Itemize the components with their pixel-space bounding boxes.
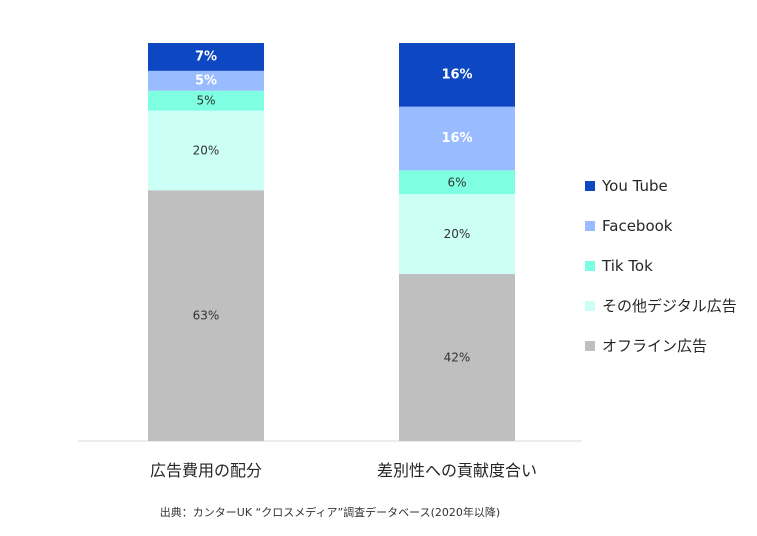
x-tick-label: 広告費用の配分 xyxy=(150,461,262,480)
legend-label: Tik Tok xyxy=(601,257,653,275)
data-label: 20% xyxy=(444,227,471,241)
data-label: 16% xyxy=(441,131,472,146)
bar-segment xyxy=(148,70,264,91)
data-label: 5% xyxy=(196,94,215,108)
legend-label: その他デジタル広告 xyxy=(602,297,737,315)
x-tick-label: 差別性への貢献度合い xyxy=(377,461,537,480)
legend-label: You Tube xyxy=(601,177,668,195)
data-label: 63% xyxy=(193,309,220,323)
bar-segment xyxy=(148,110,264,191)
bar-segment xyxy=(399,273,515,441)
legend-label: オフライン広告 xyxy=(602,337,707,355)
legend-swatch xyxy=(585,181,595,191)
data-label: 42% xyxy=(444,350,471,364)
legend-swatch xyxy=(585,341,595,351)
source-note: 出典：カンターUK “クロスメディア”調査データベース(2020年以降) xyxy=(160,505,500,519)
bar-segment xyxy=(148,190,264,441)
bar-segment xyxy=(148,43,264,71)
bar-segment xyxy=(399,170,515,195)
data-label: 6% xyxy=(447,175,466,189)
data-label: 5% xyxy=(195,73,217,88)
bar-segment xyxy=(399,194,515,274)
legend-label: Facebook xyxy=(602,217,673,235)
legend-swatch xyxy=(585,261,595,271)
data-labels-layer: 63% 20% 5% 5% 7% 42% 20% 6% 16% 16% xyxy=(193,49,473,364)
x-tick-labels-layer: 広告費用の配分 差別性への貢献度合い xyxy=(150,461,537,480)
bar-segment xyxy=(399,106,515,171)
bars-layer xyxy=(148,43,515,441)
legend-swatch xyxy=(585,221,595,231)
data-label: 7% xyxy=(195,49,217,64)
data-label: 16% xyxy=(441,67,472,82)
legend-swatch xyxy=(585,301,595,311)
bar-segment xyxy=(399,43,515,107)
bar-segment xyxy=(148,90,264,111)
data-label: 20% xyxy=(193,143,220,157)
